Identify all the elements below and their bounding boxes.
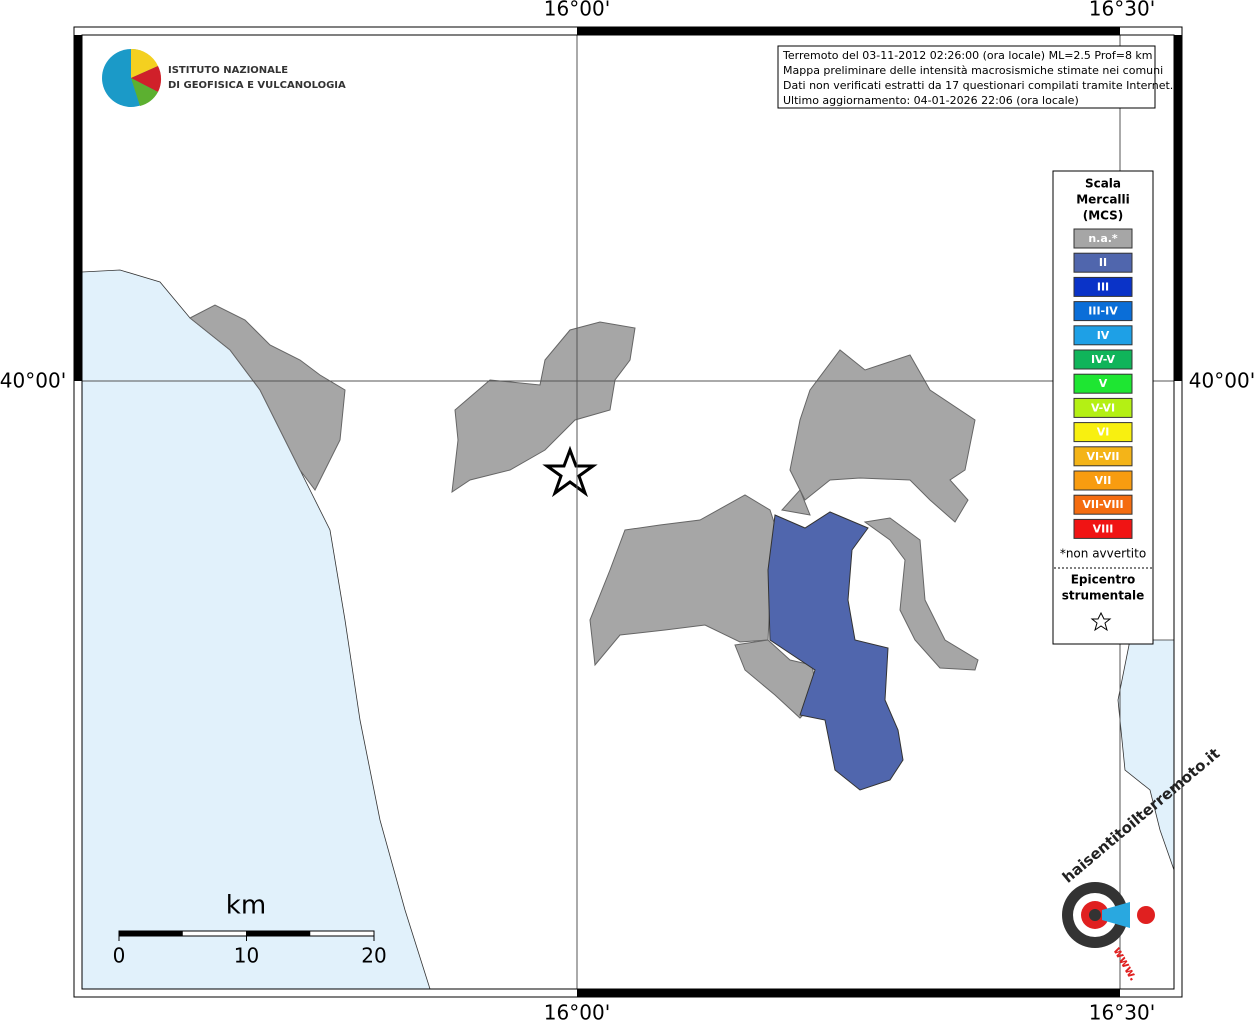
info-line: Dati non verificati estratti da 17 quest…	[783, 79, 1173, 92]
scale-bar	[246, 931, 311, 936]
legend-label: III-IV	[1088, 305, 1118, 318]
legend-label: II	[1099, 256, 1107, 269]
legend-title: (MCS)	[1083, 209, 1124, 223]
legend-star	[1090, 611, 1112, 632]
legend-label: VII-VIII	[1082, 498, 1123, 511]
lat-label: 40°00'	[1189, 369, 1255, 393]
legend-label: n.a.*	[1088, 232, 1118, 245]
legend-swatch	[1073, 397, 1133, 418]
legend-swatch	[1073, 349, 1133, 370]
badge-text: www.	[1110, 944, 1141, 983]
municipality	[589, 494, 781, 667]
sea	[81, 269, 431, 990]
legend-label: V-VI	[1091, 401, 1115, 414]
legend-title: Scala	[1085, 177, 1121, 191]
scale-label: 10	[234, 944, 259, 968]
legend-swatch	[1073, 325, 1133, 346]
scale-unit: km	[226, 891, 266, 921]
info-box	[777, 45, 1156, 109]
scale-bar	[119, 931, 183, 936]
badge	[1102, 902, 1130, 928]
municipality	[451, 321, 636, 494]
sea	[1117, 639, 1175, 871]
legend-label: VI-VII	[1086, 450, 1119, 463]
badge	[1137, 906, 1155, 924]
lon-label: 16°00'	[544, 1001, 610, 1025]
logo-text: DI GEOFISICA E VULCANOLOGIA	[168, 80, 346, 91]
logo-globe	[131, 66, 162, 92]
lat-label: 40°00'	[0, 369, 66, 393]
legend-swatch	[1073, 252, 1133, 273]
info-line: Mappa preliminare delle intensità macros…	[783, 64, 1163, 77]
legend-note: *non avvertito	[1060, 547, 1146, 561]
municipality	[781, 489, 811, 516]
municipality	[189, 304, 346, 491]
info-line: Terremoto del 03-11-2012 02:26:00 (ora l…	[782, 49, 1153, 62]
legend-swatch	[1073, 494, 1133, 515]
lon-label: 16°30'	[1089, 0, 1155, 21]
municipality	[767, 511, 904, 791]
legend-label: V	[1099, 377, 1108, 390]
legend-swatch	[1073, 446, 1133, 467]
legend-swatch	[1073, 276, 1133, 297]
legend-label: VI	[1097, 426, 1110, 439]
frame-bar	[74, 27, 1182, 997]
legend-swatch	[1073, 373, 1133, 394]
municipality	[789, 349, 976, 523]
legend-swatch	[1073, 518, 1133, 539]
municipality	[863, 517, 979, 671]
lon-label: 16°30'	[1089, 1001, 1155, 1025]
legend-label: III	[1097, 280, 1109, 293]
scale-label: 0	[113, 944, 126, 968]
legend-swatch	[1073, 228, 1133, 249]
scale-label: 20	[361, 944, 386, 968]
legend-label: VII	[1095, 474, 1112, 487]
legend-swatch	[1073, 470, 1133, 491]
info-line: Ultimo aggiornamento: 04-01-2026 22:06 (…	[783, 94, 1079, 107]
legend-label: IV	[1097, 329, 1110, 342]
legend-swatch	[1073, 422, 1133, 443]
legend-swatch	[1073, 301, 1133, 322]
logo-globe	[131, 78, 158, 106]
epicenter	[542, 445, 598, 498]
badge	[1089, 909, 1101, 921]
legend-epicenter: strumentale	[1062, 589, 1145, 603]
legend-epicenter: Epicentro	[1071, 573, 1136, 587]
logo-globe	[131, 48, 158, 78]
legend-label: IV-V	[1091, 353, 1116, 366]
legend-label: VIII	[1093, 522, 1114, 535]
lon-label: 16°00'	[544, 0, 610, 21]
legend-title: Mercalli	[1076, 193, 1130, 207]
logo-text: ISTITUTO NAZIONALE	[168, 65, 288, 76]
